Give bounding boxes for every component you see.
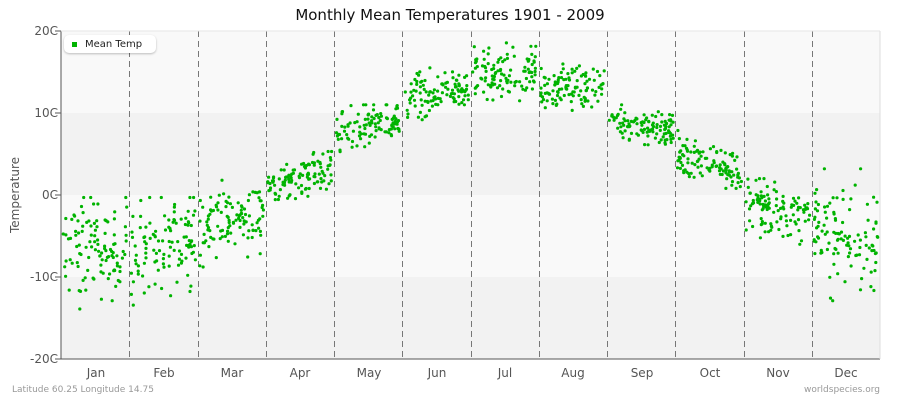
x-tick-label: Jul [497,366,513,380]
y-tick-label: -10C [30,270,58,284]
x-tick-label: Dec [834,366,858,380]
location-caption: Latitude 60.25 Longitude 14.75 [12,385,154,395]
x-tick-label: May [356,366,382,380]
x-tick-label: Apr [289,366,311,380]
x-tick-label: Oct [699,366,721,380]
y-tick-label: 0C [41,188,58,202]
x-tick-label: Nov [766,366,790,380]
chart-title: Monthly Mean Temperatures 1901 - 2009 [295,6,605,24]
x-tick-label: Sep [630,366,654,380]
x-tick-label: Mar [220,366,244,380]
y-tick-label: 20C [34,24,58,38]
y-axis-label: Temperature [8,157,22,234]
month-gridlines [129,31,813,359]
background-bands [61,31,880,359]
y-tick-label: 10C [34,106,58,120]
x-tick-label: Jun [427,366,447,380]
y-tick-label: -20C [30,352,58,366]
legend-label: Mean Temp [85,38,143,50]
legend: Mean Temp [64,35,157,53]
y-tick-marks [55,30,61,360]
data-points [61,41,880,311]
source-credit: worldspecies.org [803,385,880,395]
legend-swatch-icon [72,41,77,47]
x-tick-label: Jan [86,366,106,380]
x-tick-label: Feb [153,366,175,380]
x-tick-label: Aug [561,366,585,380]
